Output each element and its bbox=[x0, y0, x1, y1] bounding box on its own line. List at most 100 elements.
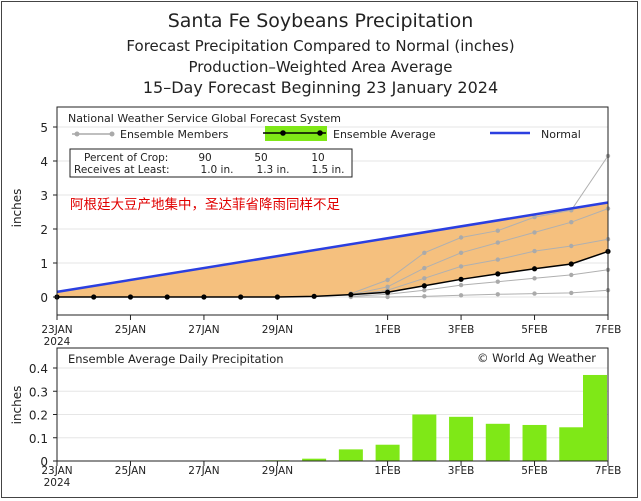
ensemble-member-point bbox=[385, 284, 390, 289]
bottom-xtick-label: 1FEB bbox=[374, 465, 401, 477]
receive-table-header: Receives at Least: bbox=[74, 164, 170, 176]
top-xtick-label: 25JAN bbox=[115, 324, 146, 336]
ensemble-member-point bbox=[569, 220, 574, 225]
annotation-text: 阿根廷大豆产地集中，圣达菲省降雨同样不足 bbox=[70, 197, 340, 213]
top-xtick-label: 27JAN bbox=[188, 324, 219, 336]
ensemble-member-point bbox=[458, 264, 464, 269]
ensemble-member-point bbox=[422, 276, 427, 281]
bottom-ytick-label: 0.2 bbox=[29, 409, 48, 423]
ensemble-member-point bbox=[458, 250, 464, 255]
bottom-ytick-label: 0.1 bbox=[29, 432, 48, 446]
bottom-xtick-label: 27JAN bbox=[188, 465, 219, 477]
top-ytick-label: 1 bbox=[40, 257, 48, 271]
daily-bar bbox=[412, 414, 437, 461]
daily-bar bbox=[375, 444, 400, 461]
ensemble-average-point bbox=[311, 293, 317, 299]
ensemble-member-point bbox=[495, 257, 500, 262]
ensemble-member-point bbox=[532, 276, 537, 281]
ensemble-member-point bbox=[422, 288, 427, 293]
legend-normal-label: Normal bbox=[541, 128, 581, 141]
legend-average-marker bbox=[317, 130, 323, 136]
legend-average-marker bbox=[280, 130, 286, 136]
top-xtick-label: 7FEB bbox=[595, 324, 622, 336]
daily-bar bbox=[338, 449, 363, 461]
bottom-xtick-label: 7FEB bbox=[595, 465, 622, 477]
ensemble-member-point bbox=[569, 290, 574, 296]
top-xtick-label: 29JAN bbox=[262, 324, 293, 336]
ensemble-member-point bbox=[458, 282, 464, 288]
daily-bar bbox=[583, 374, 607, 461]
ensemble-member-point bbox=[385, 294, 390, 300]
bottom-x-ticks: 23JAN 25JAN 27JAN 29JAN 1FEB 3FEB 5FEB 7FEB 2024 bbox=[41, 461, 621, 489]
legend-average-label: Ensemble Average bbox=[333, 128, 436, 141]
daily-bar bbox=[449, 416, 474, 461]
top-x-ticks: 23JAN 25JAN 27JAN 29JAN 1FEB 3FEB 5FEB 7FEB 2024 bbox=[41, 315, 621, 348]
ensemble-member-point bbox=[385, 277, 390, 283]
top-y-axis-label: inches bbox=[10, 189, 24, 228]
ensemble-average-point bbox=[495, 271, 501, 277]
bottom-ytick-label: 0.3 bbox=[29, 385, 48, 399]
daily-bars bbox=[265, 374, 607, 461]
ensemble-member-line bbox=[350, 208, 609, 296]
ensemble-member-line bbox=[350, 238, 609, 296]
bottom-xtick-label: 25JAN bbox=[115, 465, 146, 477]
bottom-ytick-label: 0.4 bbox=[29, 362, 48, 376]
bottom-xtick-label: 3FEB bbox=[448, 465, 475, 477]
crop-table-value: 90 bbox=[198, 152, 211, 164]
crop-table-header: Percent of Crop: bbox=[84, 152, 168, 164]
legend-members-marker bbox=[74, 131, 80, 137]
top-xtick-label: 5FEB bbox=[521, 324, 548, 336]
ensemble-member-point bbox=[495, 292, 500, 297]
top-y-ticks: 0 1 2 3 4 5 bbox=[40, 121, 57, 305]
ensemble-average-point bbox=[531, 266, 538, 272]
ensemble-member-point bbox=[495, 228, 500, 233]
ensemble-average-point bbox=[201, 294, 207, 300]
chart-subtitle-2: Production–Weighted Area Average bbox=[188, 58, 453, 76]
ensemble-member-point bbox=[532, 291, 537, 296]
receive-table-value: 1.3 in. bbox=[257, 164, 290, 176]
ensemble-average-point bbox=[127, 294, 134, 300]
bottom-plot-area bbox=[57, 348, 608, 461]
ensemble-members bbox=[348, 153, 611, 300]
top-xtick-label: 23JAN bbox=[41, 324, 72, 336]
top-xtick-label: 1FEB bbox=[374, 324, 401, 336]
ensemble-member-point bbox=[495, 240, 500, 245]
ensemble-average-point bbox=[274, 294, 280, 300]
ensemble-average-point bbox=[421, 283, 427, 289]
bottom-panel-credit: © World Ag Weather bbox=[477, 351, 596, 365]
receive-table-value: 1.5 in. bbox=[312, 164, 345, 176]
ensemble-member-point bbox=[532, 230, 537, 235]
ensemble-average-point bbox=[458, 276, 464, 282]
ensemble-member-point bbox=[532, 248, 537, 254]
top-ytick-label: 3 bbox=[40, 189, 48, 203]
normal-line bbox=[56, 201, 609, 294]
crop-table-box bbox=[69, 148, 353, 178]
top-ytick-label: 2 bbox=[40, 223, 48, 237]
bottom-plot-border bbox=[56, 347, 609, 462]
ensemble-average-point bbox=[385, 289, 391, 295]
daily-bar bbox=[485, 423, 510, 461]
ensemble-average bbox=[54, 248, 611, 300]
top-xtick-year: 2024 bbox=[44, 336, 71, 348]
top-ytick-label: 5 bbox=[40, 121, 48, 135]
ensemble-average-point bbox=[568, 261, 574, 267]
crop-table-value: 10 bbox=[311, 152, 324, 164]
ensemble-member-line bbox=[350, 289, 609, 298]
legend: Ensemble Members Ensemble Average Normal bbox=[72, 126, 581, 141]
daily-bar bbox=[522, 424, 547, 461]
ensemble-member-point bbox=[569, 272, 574, 278]
top-xtick-label: 3FEB bbox=[448, 324, 475, 336]
ensemble-member-point bbox=[458, 235, 464, 240]
receive-table-value: 1.0 in. bbox=[201, 164, 234, 176]
ensemble-member-point bbox=[532, 214, 537, 220]
bottom-panel-title: Ensemble Average Daily Precipitation bbox=[68, 352, 284, 366]
bottom-xtick-year: 2024 bbox=[44, 477, 71, 489]
ensemble-average-point bbox=[164, 294, 170, 300]
legend-members-label: Ensemble Members bbox=[120, 128, 229, 141]
top-panel-title: National Weather Service Global Forecast… bbox=[68, 112, 341, 125]
crop-table: Percent of Crop: 90 50 10 Receives at Le… bbox=[69, 148, 353, 178]
daily-bar bbox=[302, 458, 327, 461]
ensemble-average-point bbox=[238, 294, 244, 300]
top-ytick-label: 4 bbox=[40, 155, 48, 169]
